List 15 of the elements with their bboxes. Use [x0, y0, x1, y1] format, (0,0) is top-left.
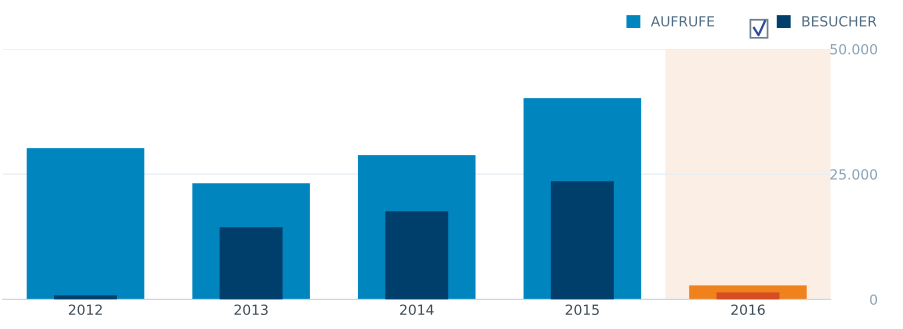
legend-label: AUFRUFE [650, 16, 714, 27]
bar [220, 227, 283, 300]
legend-label: BESUCHER [802, 16, 877, 27]
bar [550, 181, 614, 300]
x-tick-label: 2014 [400, 304, 434, 315]
y-tick-label: 50.000 [830, 44, 878, 54]
x-tick-label: 2015 [566, 304, 599, 315]
bar [385, 211, 448, 300]
x-tick-label: 2016 [731, 304, 765, 315]
y-tick-label: 25.000 [830, 169, 878, 180]
x-tick-label: 2013 [234, 304, 268, 315]
bar [716, 292, 780, 300]
y-tick-label: 0 [870, 294, 878, 305]
x-tick-label: 2012 [68, 304, 102, 315]
bar [26, 148, 144, 300]
